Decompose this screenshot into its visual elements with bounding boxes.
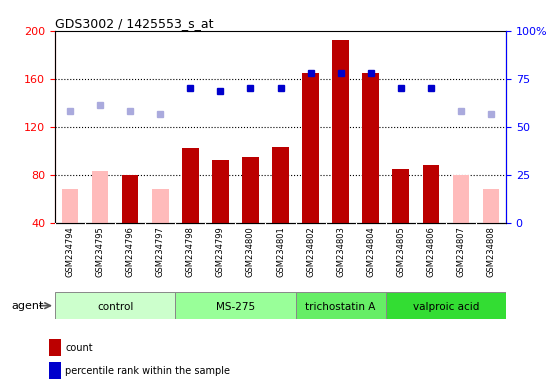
Bar <box>212 161 229 223</box>
Bar <box>55 292 175 319</box>
Bar <box>175 292 295 319</box>
Text: control: control <box>97 302 133 312</box>
Text: agent: agent <box>12 301 44 311</box>
Bar <box>483 189 499 223</box>
Bar <box>386 292 506 319</box>
Text: GDS3002 / 1425553_s_at: GDS3002 / 1425553_s_at <box>55 17 213 30</box>
Text: GSM234799: GSM234799 <box>216 226 225 277</box>
Text: GSM234807: GSM234807 <box>456 226 465 277</box>
Bar <box>272 147 289 223</box>
Bar <box>362 73 379 223</box>
Text: GSM234794: GSM234794 <box>65 226 75 277</box>
Text: GSM234795: GSM234795 <box>96 226 104 277</box>
Text: GSM234808: GSM234808 <box>486 226 496 277</box>
Bar <box>152 189 168 223</box>
Bar <box>332 40 349 223</box>
Bar <box>122 175 139 223</box>
Bar <box>62 189 78 223</box>
Text: GSM234797: GSM234797 <box>156 226 165 277</box>
Bar <box>49 339 60 356</box>
Bar <box>242 157 258 223</box>
Bar <box>295 292 386 319</box>
Text: MS-275: MS-275 <box>216 302 255 312</box>
Bar <box>422 165 439 223</box>
Text: count: count <box>65 343 93 353</box>
Bar <box>453 175 469 223</box>
Text: GSM234798: GSM234798 <box>186 226 195 277</box>
Text: GSM234805: GSM234805 <box>396 226 405 277</box>
Text: GSM234802: GSM234802 <box>306 226 315 277</box>
Bar <box>302 73 319 223</box>
Text: GSM234796: GSM234796 <box>125 226 135 277</box>
Text: GSM234800: GSM234800 <box>246 226 255 277</box>
Text: GSM234806: GSM234806 <box>426 226 436 277</box>
Bar <box>182 148 199 223</box>
Text: valproic acid: valproic acid <box>412 302 479 312</box>
Bar <box>92 171 108 223</box>
Text: trichostatin A: trichostatin A <box>305 302 376 312</box>
Text: percentile rank within the sample: percentile rank within the sample <box>65 366 230 376</box>
Bar <box>393 169 409 223</box>
Text: GSM234804: GSM234804 <box>366 226 375 277</box>
Text: GSM234803: GSM234803 <box>336 226 345 277</box>
Bar <box>49 362 60 379</box>
Text: GSM234801: GSM234801 <box>276 226 285 277</box>
